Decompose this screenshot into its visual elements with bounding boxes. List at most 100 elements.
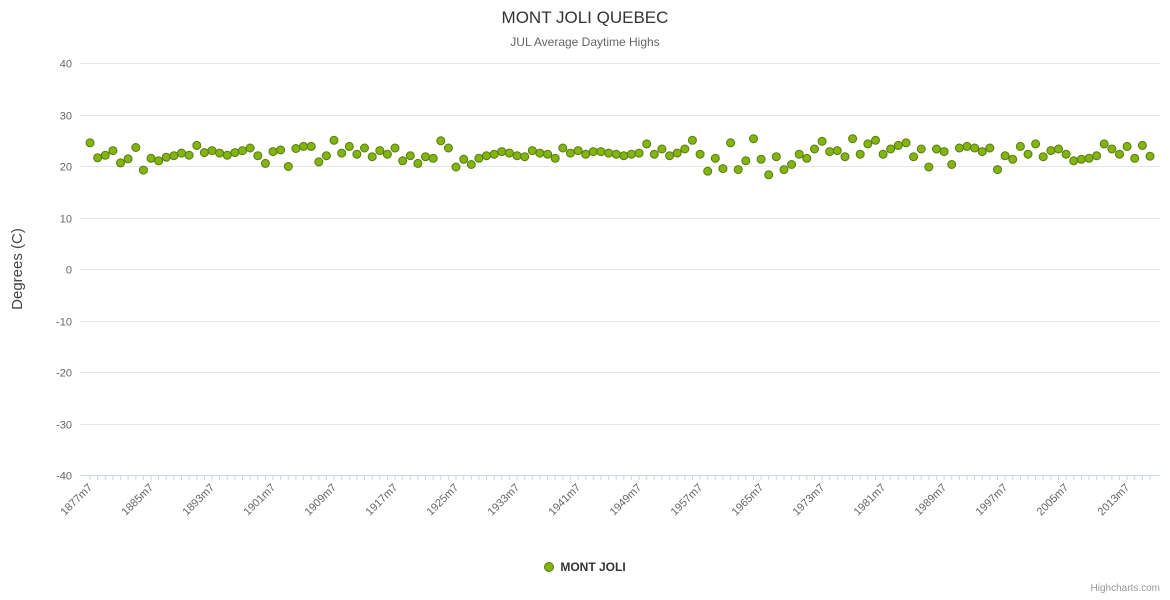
data-point[interactable] (665, 151, 675, 161)
data-point[interactable] (276, 145, 286, 155)
data-point[interactable] (1099, 139, 1109, 149)
legend-item-mont-joli[interactable]: MONT JOLI (544, 560, 626, 574)
data-point[interactable] (802, 153, 812, 163)
data-point[interactable] (100, 150, 110, 160)
data-point[interactable] (810, 144, 819, 154)
data-point[interactable] (726, 138, 736, 148)
highcharts-credits[interactable]: Highcharts.com (1090, 583, 1160, 594)
data-point[interactable] (779, 165, 789, 175)
data-point[interactable] (375, 146, 385, 156)
data-point[interactable] (993, 165, 1002, 175)
data-point[interactable] (848, 134, 858, 144)
data-point[interactable] (932, 144, 941, 154)
data-point[interactable] (863, 139, 873, 149)
data-point[interactable] (283, 162, 293, 171)
data-point[interactable] (260, 158, 270, 168)
data-point[interactable] (169, 151, 179, 161)
data-point[interactable] (1092, 151, 1102, 161)
data-point[interactable] (1115, 149, 1124, 159)
data-point[interactable] (596, 147, 606, 157)
data-point[interactable] (314, 157, 324, 167)
data-point[interactable] (878, 149, 888, 159)
data-point[interactable] (771, 152, 781, 162)
data-point[interactable] (474, 153, 484, 163)
data-point[interactable] (1076, 154, 1086, 164)
data-point[interactable] (543, 149, 553, 159)
data-point[interactable] (977, 147, 987, 157)
data-point[interactable] (710, 153, 720, 163)
data-point[interactable] (871, 135, 880, 145)
data-point[interactable] (680, 144, 690, 154)
data-point[interactable] (520, 152, 530, 162)
data-point[interactable] (466, 160, 476, 169)
data-point[interactable] (893, 140, 903, 150)
data-point[interactable] (161, 152, 171, 162)
data-point[interactable] (962, 141, 972, 151)
data-point[interactable] (1084, 153, 1094, 163)
data-point[interactable] (268, 147, 278, 157)
data-point[interactable] (604, 148, 614, 158)
data-point[interactable] (939, 147, 949, 157)
data-point[interactable] (840, 152, 850, 162)
data-point[interactable] (108, 146, 118, 156)
data-point[interactable] (207, 146, 217, 156)
data-point[interactable] (916, 144, 926, 154)
data-point[interactable] (619, 151, 629, 161)
data-point[interactable] (192, 140, 202, 150)
data-point[interactable] (1107, 144, 1117, 154)
data-point[interactable] (413, 158, 423, 168)
data-point[interactable] (558, 143, 568, 153)
data-point[interactable] (657, 144, 667, 154)
data-point[interactable] (1122, 141, 1132, 151)
data-point[interactable] (154, 156, 164, 166)
data-point[interactable] (573, 146, 583, 156)
data-point[interactable] (85, 138, 95, 148)
data-point[interactable] (482, 151, 491, 161)
data-point[interactable] (1000, 151, 1010, 161)
data-point[interactable] (222, 150, 232, 160)
data-point[interactable] (1008, 154, 1018, 164)
data-point[interactable] (1069, 156, 1079, 166)
data-point[interactable] (344, 141, 354, 151)
data-point[interactable] (764, 170, 774, 180)
data-point[interactable] (123, 154, 133, 164)
data-point[interactable] (146, 153, 156, 163)
data-point[interactable] (230, 148, 240, 158)
data-point[interactable] (909, 152, 919, 162)
data-point[interactable] (253, 151, 263, 161)
data-point[interactable] (116, 158, 125, 168)
data-point[interactable] (672, 148, 682, 158)
data-point[interactable] (291, 144, 301, 153)
data-point[interactable] (382, 149, 392, 159)
data-point[interactable] (405, 151, 415, 161)
data-point[interactable] (321, 151, 331, 161)
data-point[interactable] (1023, 149, 1033, 159)
data-point[interactable] (794, 149, 804, 159)
data-point[interactable] (787, 160, 797, 169)
data-point[interactable] (398, 156, 408, 166)
data-point[interactable] (581, 149, 591, 159)
data-point[interactable] (741, 156, 751, 166)
data-point[interactable] (299, 141, 308, 151)
data-point[interactable] (443, 143, 453, 153)
data-point[interactable] (565, 148, 575, 158)
data-point[interactable] (749, 134, 758, 144)
data-point[interactable] (924, 162, 934, 172)
data-point[interactable] (199, 148, 209, 158)
data-point[interactable] (504, 148, 514, 158)
data-point[interactable] (1137, 140, 1147, 150)
data-point[interactable] (497, 147, 507, 157)
data-point[interactable] (1054, 144, 1063, 154)
data-point[interactable] (367, 152, 377, 162)
data-point[interactable] (1046, 146, 1056, 156)
data-point[interactable] (459, 154, 469, 164)
data-point[interactable] (817, 136, 827, 146)
data-point[interactable] (1061, 149, 1071, 159)
data-point[interactable] (954, 143, 964, 153)
data-point[interactable] (588, 147, 598, 157)
data-point[interactable] (1031, 139, 1041, 149)
data-point[interactable] (93, 153, 103, 163)
data-point[interactable] (215, 148, 225, 158)
data-point[interactable] (352, 149, 362, 159)
data-point[interactable] (527, 146, 537, 156)
